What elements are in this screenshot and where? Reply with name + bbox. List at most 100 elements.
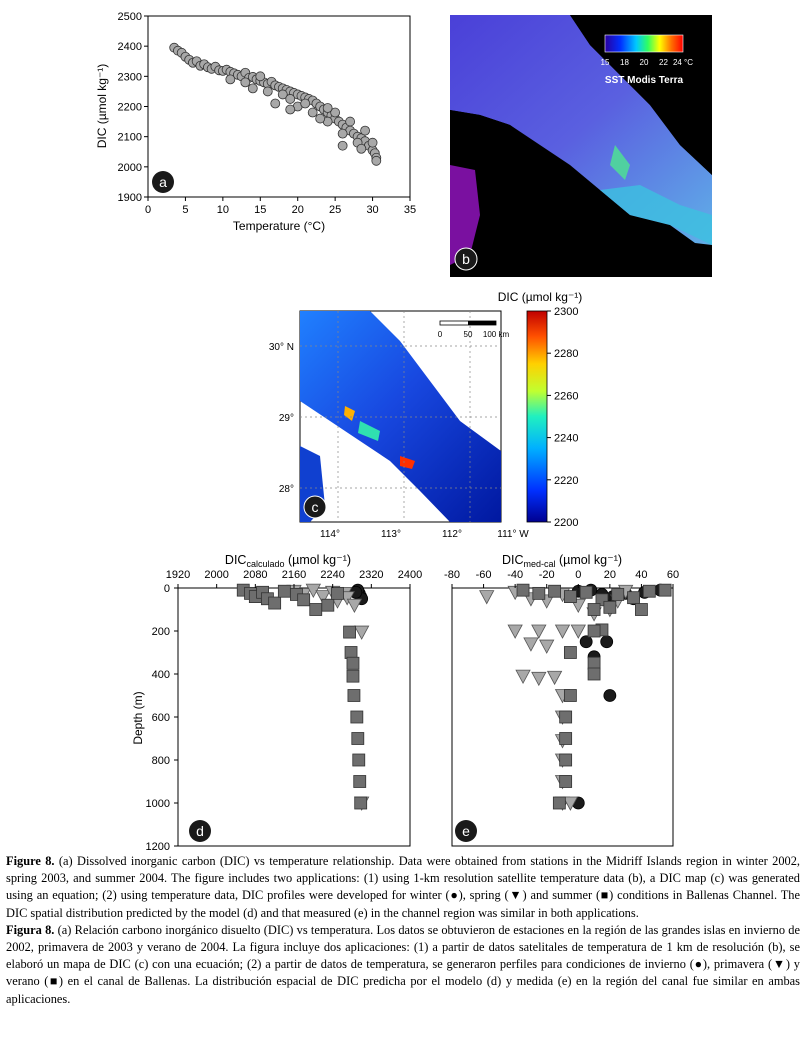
panel-e-spring-point bbox=[531, 671, 547, 687]
panel-a-point bbox=[360, 125, 370, 136]
panel-d-summer-point bbox=[309, 603, 323, 616]
panel-a-ytick-label: 2100 bbox=[118, 132, 142, 144]
panel-e-spring-point bbox=[515, 669, 531, 684]
panel-c-scale-label: 50 bbox=[464, 330, 473, 339]
panel-a-point bbox=[315, 113, 326, 124]
panel-d-summer-point bbox=[321, 598, 335, 612]
panel-a-letter: a bbox=[159, 174, 167, 190]
panel-d-letter: d bbox=[196, 823, 204, 839]
panel-d-xtick-label: 1920 bbox=[166, 569, 190, 581]
panel-e-xticks: -80 -60 -40 -20 0 20 40 60 bbox=[444, 569, 679, 588]
panel-e-xtick-label: 20 bbox=[604, 569, 616, 581]
dic-colorbar-tick-label: 2280 bbox=[554, 348, 578, 360]
panel-c-lat-labels: 30° N 29° 28° bbox=[269, 342, 294, 495]
panel-d-badge bbox=[189, 820, 211, 842]
caption-es-head: Figura 8. bbox=[6, 922, 55, 937]
panel-a-ytick-label: 2500 bbox=[118, 11, 142, 23]
dic-colorbar-tick-label: 2240 bbox=[554, 433, 578, 445]
panel-d-summer-point bbox=[352, 753, 366, 767]
panel-a-point bbox=[300, 98, 311, 109]
panel-a-xtick-label: 10 bbox=[217, 204, 229, 216]
panel-c-lon-label: 111° W bbox=[497, 529, 529, 540]
panel-d-summer-point bbox=[277, 584, 291, 598]
panel-a-ytick-label: 2400 bbox=[118, 41, 142, 53]
panel-a-xtick-label: 15 bbox=[254, 204, 266, 216]
dic-colorbar-tick-label: 2300 bbox=[554, 306, 578, 318]
panel-e-profile: DICmed-cal (µmol kg⁻¹) -80 -60 -40 -20 0 20 40… bbox=[444, 553, 679, 847]
panel-a-point bbox=[240, 77, 251, 88]
panel-a-point bbox=[262, 86, 273, 97]
caption-en-head: Figure 8. bbox=[6, 854, 55, 868]
panel-d-summer-point bbox=[331, 586, 344, 600]
panel-e-summer-point bbox=[642, 584, 656, 598]
panel-d-summer-point bbox=[354, 796, 368, 810]
panel-e-summer-point bbox=[587, 603, 601, 616]
panel-d-summer-point bbox=[346, 656, 360, 670]
panel-e-summer-point bbox=[611, 588, 625, 601]
panel-e-summer-point bbox=[516, 583, 530, 597]
panel-e-letter: e bbox=[462, 823, 470, 839]
panel-e-summer-point bbox=[563, 646, 577, 659]
panel-d-ytick-label: 600 bbox=[152, 712, 170, 724]
panel-a-ytick-label: 2000 bbox=[118, 162, 142, 174]
panel-e-summer-point bbox=[579, 585, 593, 599]
panel-e-points bbox=[479, 583, 672, 811]
panel-a-xticks: 0 5 10 15 20 25 30 35 bbox=[145, 197, 416, 216]
panel-d-xtick-label: 2240 bbox=[320, 569, 344, 581]
dic-colorbar-tick-label: 2220 bbox=[554, 475, 578, 487]
panel-a-point bbox=[337, 128, 348, 139]
sst-colorbar-tick: 15 bbox=[601, 58, 610, 67]
panel-a-xtick-label: 35 bbox=[404, 204, 416, 216]
panel-d-summer-point bbox=[353, 775, 367, 788]
panel-b-coast-east bbox=[570, 15, 712, 175]
panel-c-dic-map: 0 50 100 km c 30° N 29° 28° 114° 113° 112° 111°… bbox=[269, 290, 583, 540]
panel-a-plot: 0 5 10 15 20 25 30 35 1900 2000 2100 2200 2300 2400 2… bbox=[118, 11, 417, 216]
panel-d-summer-point bbox=[346, 669, 360, 683]
panel-d-summer-point bbox=[351, 732, 365, 745]
panel-a-ytick-label: 2300 bbox=[118, 71, 142, 83]
sst-colorbar-tick: 22 bbox=[659, 58, 668, 67]
panel-d-ytick-label: 1000 bbox=[146, 798, 170, 810]
panel-e-summer-point bbox=[563, 590, 577, 603]
panel-a-ytick-label: 2200 bbox=[118, 102, 142, 114]
panel-c-letter: c bbox=[312, 499, 319, 515]
panel-d-spring-point bbox=[315, 590, 331, 605]
panel-a-ylabel: DIC (µmol kg⁻¹) bbox=[95, 64, 109, 149]
panel-e-xtick-label: -20 bbox=[539, 569, 555, 581]
panel-b-sst-map: 15 18 20 22 24 °C SST Modis Terra b bbox=[450, 15, 712, 277]
panel-b-warm-patch bbox=[610, 145, 630, 180]
panel-a-point bbox=[330, 107, 341, 118]
dic-colorbar-ticks: 2300 2280 2260 2240 2220 2200 bbox=[547, 306, 578, 529]
panel-d-xtick-label: 2160 bbox=[282, 569, 306, 581]
panel-a-point bbox=[307, 107, 318, 118]
panel-a-xlabel: Temperature (°C) bbox=[233, 219, 325, 233]
panel-c-hotspot-2 bbox=[344, 406, 355, 421]
dic-colorbar-title: DIC (µmol kg⁻¹) bbox=[498, 290, 583, 304]
panel-d-xtick-label: 2400 bbox=[398, 569, 422, 581]
dic-colorbar-tick-label: 2200 bbox=[554, 517, 578, 529]
panel-b-sea bbox=[450, 15, 712, 245]
panel-d-ytick-label: 1200 bbox=[146, 841, 170, 853]
sst-colorbar-tick: 18 bbox=[620, 58, 629, 67]
panel-a-point bbox=[285, 104, 296, 115]
panel-e-xtick-label: -40 bbox=[507, 569, 523, 581]
panel-c-green-patch bbox=[358, 421, 380, 441]
panel-c-lon-labels: 114° 113° 112° 111° W bbox=[320, 529, 529, 540]
panel-d-summer-point bbox=[343, 625, 356, 639]
panel-e-spring-point bbox=[531, 624, 547, 639]
panel-e-spring-point bbox=[546, 670, 563, 686]
panel-d-points bbox=[236, 583, 370, 811]
panel-e-spring-point bbox=[562, 796, 579, 811]
panel-e-spring-point bbox=[523, 637, 539, 652]
panel-d-xticks: 1920 2000 2080 2160 2240 2320 2400 bbox=[166, 569, 422, 588]
panel-e-winter-point bbox=[579, 635, 593, 649]
panel-a-point bbox=[225, 74, 236, 85]
panel-d-frame bbox=[177, 587, 411, 847]
panel-d-ytick-label: 400 bbox=[152, 669, 170, 681]
panel-d-xtick-label: 2320 bbox=[359, 569, 383, 581]
caption-english: Figure 8. (a) Dissolved inorganic carbon… bbox=[6, 853, 800, 922]
panel-e-spring-point bbox=[479, 590, 495, 605]
caption-en-text: (a) Dissolved inorganic carbon (DIC) vs … bbox=[6, 854, 801, 920]
panel-e-spring-point bbox=[539, 639, 555, 654]
dic-colorbar bbox=[526, 310, 548, 523]
